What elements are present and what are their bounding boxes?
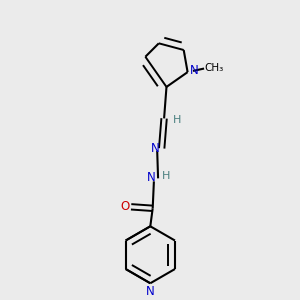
Text: N: N	[146, 285, 155, 298]
Text: H: H	[162, 171, 171, 181]
Text: N: N	[151, 142, 160, 155]
Text: N: N	[190, 64, 199, 77]
Text: O: O	[121, 200, 130, 213]
Text: N: N	[147, 171, 156, 184]
Text: H: H	[172, 115, 181, 125]
Text: CH₃: CH₃	[204, 63, 223, 73]
